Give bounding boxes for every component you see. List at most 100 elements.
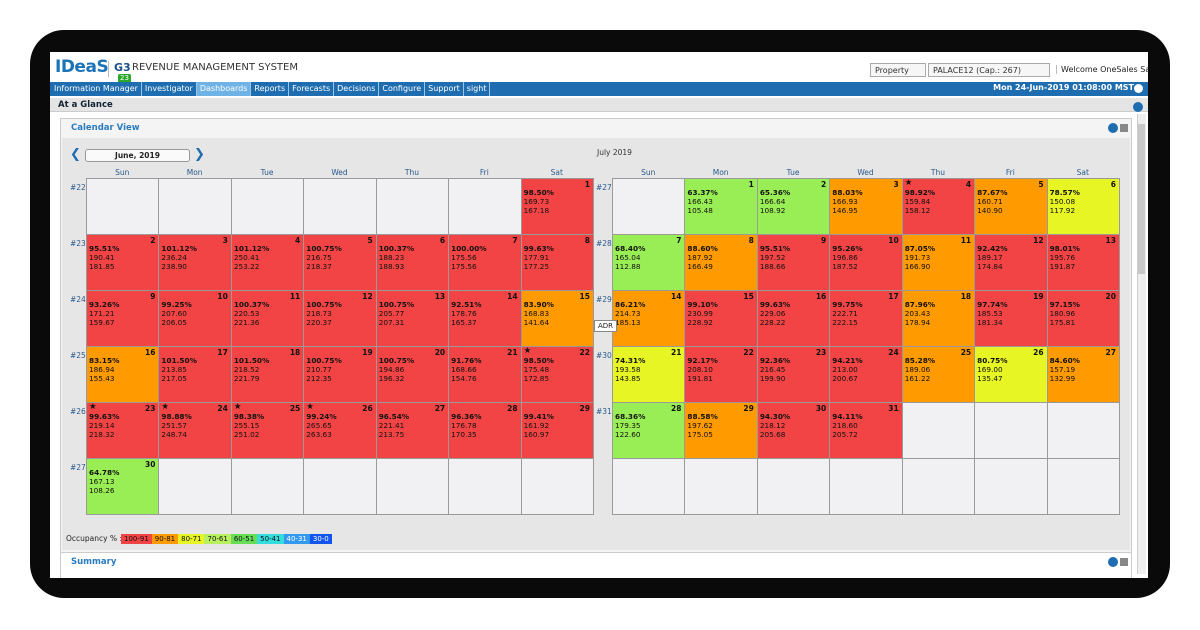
day-cell[interactable]: 22 ★ 98.50% 175.48 172.85 (520, 346, 594, 403)
occupancy: 99.10% (687, 300, 718, 309)
day-cell[interactable]: 13 100.75% 205.77 207.31 (375, 290, 450, 347)
revpar: 188.23 (378, 253, 405, 262)
nav-item[interactable]: Investigator (142, 82, 197, 96)
day-cell[interactable]: 5 87.67% 160.71 140.90 (974, 178, 1048, 235)
day-cell[interactable]: 14 86.21% 214.73 185.13 (612, 290, 686, 347)
prev-arrow[interactable]: ❮ (70, 147, 81, 162)
day-cell[interactable]: 27 96.54% 221.41 213.75 (375, 402, 450, 459)
help-icon[interactable] (1108, 557, 1118, 567)
day-cell[interactable]: 8 99.63% 177.91 177.25 (520, 234, 594, 291)
day-cell[interactable]: 6 100.37% 188.23 188.93 (375, 234, 450, 291)
day-cell[interactable]: 10 99.25% 207.60 206.05 (158, 290, 232, 347)
day-cell[interactable]: 11 87.05% 191.73 166.90 (901, 234, 976, 291)
day-cell[interactable]: 9 95.51% 197.52 188.66 (756, 234, 831, 291)
day-cell[interactable]: 15 83.90% 168.83 141.64 (520, 290, 594, 347)
day-cell[interactable]: 25 85.28% 189.06 161.22 (901, 346, 976, 403)
day-cell[interactable]: 16 99.63% 229.06 228.22 (756, 290, 831, 347)
day-cell[interactable]: 4 101.12% 250.41 253.22 (230, 234, 305, 291)
adr: 228.22 (759, 318, 786, 327)
help-icon[interactable] (1108, 123, 1118, 133)
day-cell[interactable]: 12 92.42% 189.17 174.84 (974, 234, 1048, 291)
day-number: 16 (815, 292, 827, 301)
day-cell[interactable]: 16 83.15% 186.94 155.43 (86, 346, 160, 403)
day-cell[interactable]: 15 99.10% 230.99 228.92 (684, 290, 758, 347)
day-cell[interactable]: 10 95.26% 196.86 187.52 (829, 234, 903, 291)
property-value-select[interactable]: PALACE12 (Cap.: 267) (928, 63, 1050, 77)
day-cell[interactable]: 9 93.26% 171.21 159.67 (86, 290, 160, 347)
day-cell[interactable]: 26 80.75% 169.00 135.47 (974, 346, 1048, 403)
day-cell[interactable]: 11 100.37% 220.53 221.36 (230, 290, 305, 347)
day-cell[interactable]: 20 97.15% 180.96 175.81 (1046, 290, 1120, 347)
day-cell[interactable]: 13 98.01% 195.76 191.87 (1046, 234, 1120, 291)
day-cell[interactable]: 20 100.75% 194.86 196.32 (375, 346, 450, 403)
day-cell[interactable]: 21 91.76% 168.66 154.76 (448, 346, 522, 403)
day-cell[interactable]: 30 64.78% 167.13 108.26 (86, 458, 160, 515)
day-cell[interactable]: 29 99.41% 161.92 160.97 (520, 402, 594, 459)
revpar: 220.53 (233, 309, 260, 318)
day-cell[interactable]: 18 87.96% 203.43 178.94 (901, 290, 976, 347)
day-cell[interactable]: 6 78.57% 150.08 117.92 (1046, 178, 1120, 235)
day-cell[interactable]: 29 88.58% 197.62 175.05 (684, 402, 758, 459)
day-cell[interactable]: 8 88.60% 187.92 166.49 (684, 234, 758, 291)
nav-item[interactable]: Forecasts (289, 82, 335, 96)
day-cell[interactable]: 4 ★ 98.92% 159.84 158.12 (901, 178, 976, 235)
help-icon[interactable] (1134, 84, 1143, 93)
day-cell[interactable]: 3 101.12% 236.24 238.90 (158, 234, 232, 291)
property-select[interactable]: Property (870, 63, 926, 77)
day-number: 10 (888, 236, 899, 245)
nav-item[interactable]: Decisions (334, 82, 380, 96)
nav-item[interactable]: Reports (251, 82, 290, 96)
occupancy: 92.17% (687, 356, 718, 365)
revpar: 222.71 (832, 309, 858, 318)
day-cell[interactable]: 1 63.37% 166.43 105.48 (684, 178, 758, 235)
day-cell (375, 178, 450, 235)
day-cell[interactable]: 25 ★ 98.38% 255.15 251.02 (230, 402, 305, 459)
nav-item[interactable]: Support (425, 82, 464, 96)
day-cell[interactable]: 28 68.36% 179.35 122.60 (612, 402, 686, 459)
day-cell[interactable]: 2 95.51% 190.41 181.85 (86, 234, 160, 291)
day-cell[interactable]: 5 100.75% 216.75 218.37 (303, 234, 377, 291)
day-cell[interactable]: 18 101.50% 218.52 221.79 (230, 346, 305, 403)
day-cell[interactable]: 14 92.51% 178.76 165.37 (448, 290, 522, 347)
revpar: 216.75 (306, 253, 332, 262)
day-cell[interactable]: 28 96.36% 176.78 170.35 (448, 402, 522, 459)
day-cell[interactable]: 27 84.60% 157.19 132.99 (1046, 346, 1120, 403)
day-cell[interactable]: 22 92.17% 208.10 191.81 (684, 346, 758, 403)
day-cell[interactable]: 31 94.11% 218.60 205.72 (829, 402, 903, 459)
day-cell[interactable]: 23 92.36% 216.45 199.90 (756, 346, 831, 403)
day-cell[interactable]: 26 ★ 99.24% 265.65 263.63 (303, 402, 377, 459)
day-cell[interactable]: 12 100.75% 218.73 220.37 (303, 290, 377, 347)
week-label: #24 (70, 295, 86, 304)
day-cell[interactable]: 19 97.74% 185.53 181.34 (974, 290, 1048, 347)
day-cell[interactable]: 7 68.40% 165.04 112.88 (612, 234, 686, 291)
weekday-label: Tue (786, 168, 800, 177)
revpar: 169.00 (977, 365, 1003, 374)
day-cell[interactable]: 24 ★ 98.88% 251.57 248.74 (158, 402, 232, 459)
nav-item[interactable]: Dashboards (196, 82, 252, 96)
day-cell[interactable]: 2 65.36% 166.64 108.92 (756, 178, 831, 235)
adr: 172.85 (523, 374, 550, 383)
legend-item: 60-51 (230, 534, 258, 544)
day-cell[interactable]: 7 100.00% 175.56 175.56 (448, 234, 522, 291)
day-cell[interactable]: 1 98.50% 169.73 167.18 (520, 178, 594, 235)
next-arrow[interactable]: ❯ (194, 147, 205, 162)
adr: 146.95 (832, 206, 858, 215)
day-cell[interactable]: 23 ★ 99.63% 219.14 218.32 (86, 402, 160, 459)
collapse-icon[interactable] (1120, 124, 1128, 132)
day-cell[interactable]: 3 88.03% 166.93 146.95 (829, 178, 903, 235)
day-cell[interactable]: 30 94.30% 218.12 205.68 (756, 402, 831, 459)
day-cell[interactable]: 17 101.50% 213.85 217.05 (158, 346, 232, 403)
nav-item[interactable]: Information Manager (51, 82, 142, 96)
day-cell[interactable]: 17 99.75% 222.71 222.15 (829, 290, 903, 347)
collapse-icon[interactable] (1120, 558, 1128, 566)
month-select[interactable]: June, 2019 (85, 149, 190, 162)
adr: 238.90 (161, 262, 187, 271)
day-cell (901, 402, 976, 459)
day-cell[interactable]: 21 74.31% 193.58 143.85 (612, 346, 686, 403)
nav-item[interactable]: Configure (379, 82, 426, 96)
nav-item[interactable]: sight (464, 82, 491, 96)
day-cell[interactable]: 24 94.21% 213.00 200.67 (829, 346, 903, 403)
day-cell[interactable]: 19 100.75% 210.77 212.35 (303, 346, 377, 403)
week-label: #27 (70, 463, 86, 472)
help-icon[interactable] (1133, 102, 1143, 112)
